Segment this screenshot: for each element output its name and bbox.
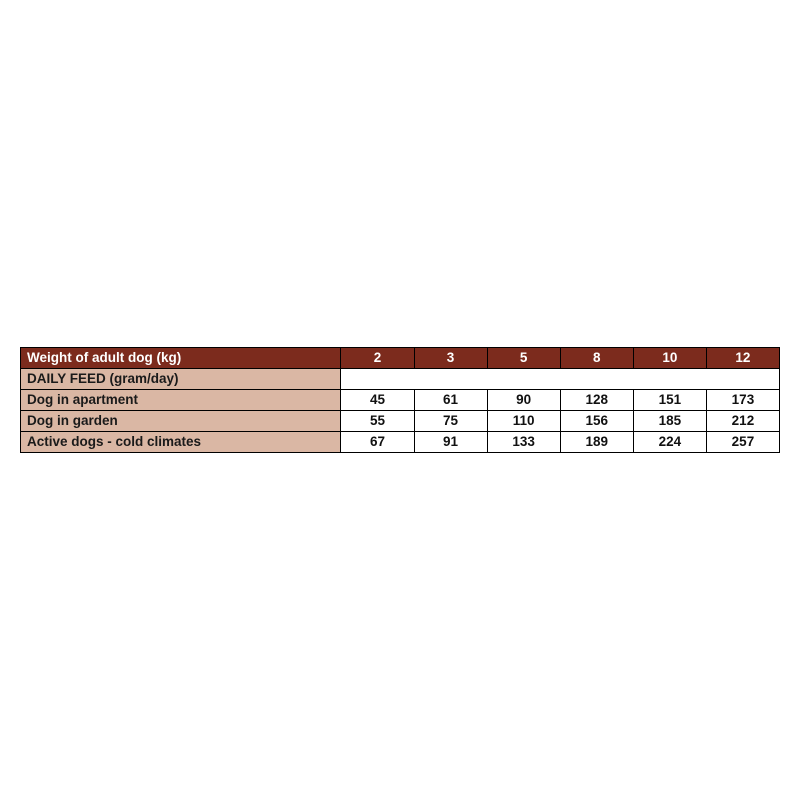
row-value: 91: [414, 432, 487, 453]
header-value: 8: [560, 348, 633, 369]
row-value: 90: [487, 390, 560, 411]
row-value: 110: [487, 411, 560, 432]
row-value: 173: [706, 390, 779, 411]
table-row: Dog in garden 55 75 110 156 185 212: [21, 411, 780, 432]
feeding-table-container: Weight of adult dog (kg) 2 3 5 8 10 12 D…: [20, 347, 780, 453]
row-value: 55: [341, 411, 414, 432]
row-value: 212: [706, 411, 779, 432]
row-value: 45: [341, 390, 414, 411]
row-value: 151: [633, 390, 706, 411]
row-value: 133: [487, 432, 560, 453]
table-row: Active dogs - cold climates 67 91 133 18…: [21, 432, 780, 453]
row-value: 189: [560, 432, 633, 453]
row-value: 128: [560, 390, 633, 411]
header-value: 2: [341, 348, 414, 369]
table-header-row: Weight of adult dog (kg) 2 3 5 8 10 12: [21, 348, 780, 369]
row-label: Dog in garden: [21, 411, 341, 432]
table-section-row: DAILY FEED (gram/day): [21, 369, 780, 390]
row-value: 224: [633, 432, 706, 453]
table-row: Dog in apartment 45 61 90 128 151 173: [21, 390, 780, 411]
header-label: Weight of adult dog (kg): [21, 348, 341, 369]
row-value: 67: [341, 432, 414, 453]
row-value: 185: [633, 411, 706, 432]
row-value: 75: [414, 411, 487, 432]
header-value: 5: [487, 348, 560, 369]
row-value: 61: [414, 390, 487, 411]
feeding-table: Weight of adult dog (kg) 2 3 5 8 10 12 D…: [20, 347, 780, 453]
section-label: DAILY FEED (gram/day): [21, 369, 341, 390]
row-value: 257: [706, 432, 779, 453]
row-label: Dog in apartment: [21, 390, 341, 411]
header-value: 12: [706, 348, 779, 369]
row-value: 156: [560, 411, 633, 432]
row-label: Active dogs - cold climates: [21, 432, 341, 453]
header-value: 10: [633, 348, 706, 369]
header-value: 3: [414, 348, 487, 369]
section-blank: [341, 369, 780, 390]
